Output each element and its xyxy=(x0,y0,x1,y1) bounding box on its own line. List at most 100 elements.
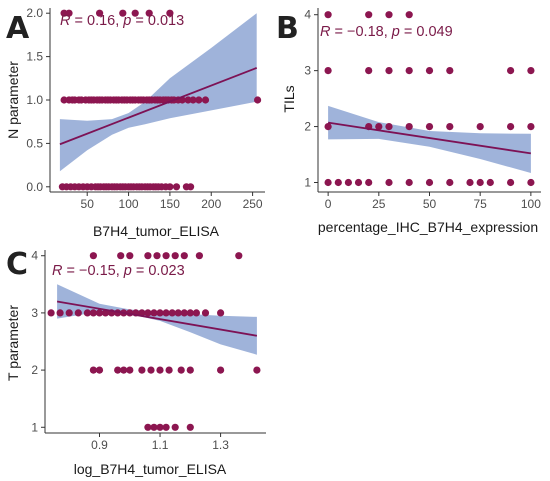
panel-b-data-point xyxy=(324,123,332,131)
panel-c-x-tick-label: 0.9 xyxy=(91,438,108,452)
panel-a-x-tick-label: 150 xyxy=(160,197,180,211)
panel-c-data-point xyxy=(138,309,146,317)
panel-b-data-point xyxy=(527,123,535,131)
panel-b-data-point xyxy=(365,178,373,187)
panel-b-x-axis-title: percentage_IHC_B7H4_expression xyxy=(318,219,538,235)
panel-letter-a: A xyxy=(6,11,30,46)
panel-b-data-point xyxy=(486,178,494,187)
panel-c-data-point xyxy=(74,309,82,317)
panel-c-data-point xyxy=(156,366,164,374)
panel-a-y-tick-label: 0.5 xyxy=(26,136,43,150)
panel-b-data-point xyxy=(405,178,413,187)
panel-a-y-tick-label: 2.0 xyxy=(26,6,43,20)
panel-b-x-tick-label: 75 xyxy=(474,197,488,211)
panel-a: A 50 100 150 200 250 0.0 0.5 1.0 1.5 2.0 R = 0.16… xyxy=(5,6,265,239)
panel-a-x-tick-label: 50 xyxy=(81,197,95,211)
panel-b-data-point xyxy=(425,67,434,75)
panel-b-data-point xyxy=(527,67,535,75)
panel-c-data-point xyxy=(126,366,134,374)
panel-c-data-point xyxy=(89,366,97,374)
panel-c-data-point xyxy=(144,423,152,431)
panel-c-y-tick-label: 2 xyxy=(31,363,38,377)
panel-c-x-tick-label: 1.3 xyxy=(212,438,229,452)
panel-a-data-point xyxy=(119,9,127,17)
panel-c-data-point xyxy=(180,309,188,317)
panel-a-data-point xyxy=(254,96,262,104)
panel-c-y-tick-label: 4 xyxy=(31,249,38,263)
panel-c-data-point xyxy=(65,309,73,317)
panel-a-correlation-stat: R = 0.16, p = 0.013 xyxy=(60,13,184,29)
panel-b-data-point xyxy=(405,11,413,19)
panel-b-x-tick-label: 50 xyxy=(423,197,437,211)
panel-b-data-point xyxy=(324,178,332,187)
panel-c-data-point xyxy=(120,366,128,374)
panel-b-data-point xyxy=(365,67,373,75)
panel-a-data-point xyxy=(131,9,139,17)
panel-c-data-point xyxy=(217,309,225,317)
panel-b-data-point xyxy=(476,123,484,131)
panel-a-plot: 50 100 150 200 250 0.0 0.5 1.0 1.5 2.0 xyxy=(26,6,265,211)
panel-c-x-axis-title: log_B7H4_tumor_ELISA xyxy=(74,461,227,477)
panel-b-data-point xyxy=(446,67,454,75)
panel-c-data-point xyxy=(168,309,176,317)
panel-a-regression-line xyxy=(59,67,258,146)
panel-a-x-tick-label: 250 xyxy=(243,197,263,211)
panel-c-y-tick-label: 3 xyxy=(31,306,38,320)
panel-b-x-tick-label: 0 xyxy=(325,197,332,211)
panel-b-data-point xyxy=(507,67,515,75)
panel-a-data-point xyxy=(145,9,153,17)
panel-b-data-point xyxy=(446,178,454,187)
panel-c-data-point xyxy=(192,309,200,317)
panel-b-data-point xyxy=(446,123,454,131)
panel-a-data-point xyxy=(184,96,192,104)
panel-b-data-point xyxy=(527,178,535,187)
panel-c-data-point xyxy=(95,309,104,317)
panel-b-data-point xyxy=(324,11,332,19)
panel-b-data-point xyxy=(334,178,342,187)
panel-b-data-point xyxy=(405,123,413,131)
panel-c-data-point xyxy=(89,252,97,260)
panel-a-confidence-band xyxy=(59,13,257,172)
panel-b-data-point xyxy=(344,178,352,187)
panel-c-data-point xyxy=(177,366,185,374)
panel-a-data-point xyxy=(201,96,210,104)
panel-b-data-point xyxy=(405,67,413,75)
panel-c-data-point xyxy=(56,309,64,317)
panel-b-data-point xyxy=(385,178,393,187)
panel-a-data-point xyxy=(187,183,195,191)
panel-b-data-point xyxy=(375,123,383,131)
panel-b-confidence-band xyxy=(328,105,531,173)
panel-c: C 0.9 1.1 1.3 1 2 3 4 R = −0.15, p = 0.023 log… xyxy=(5,247,266,477)
panel-c-data-point xyxy=(171,423,179,431)
panel-c-plot: 0.9 1.1 1.3 1 2 3 4 xyxy=(31,249,266,452)
panel-c-data-point xyxy=(180,252,188,260)
panel-a-y-axis-title: N parameter xyxy=(5,61,21,139)
panel-c-data-point xyxy=(171,252,179,260)
panel-b: B 0 25 50 75 100 1 2 3 4 R = −0.18, p = 0.049 pe… xyxy=(276,8,541,235)
panel-b-data-point xyxy=(476,178,484,187)
panel-c-y-tick-label: 1 xyxy=(31,420,38,434)
panel-c-data-point xyxy=(195,252,203,260)
panel-c-data-point xyxy=(186,366,194,374)
panel-c-data-point xyxy=(89,309,97,317)
panel-c-data-point xyxy=(117,252,125,260)
panel-c-data-point xyxy=(153,252,161,260)
panel-b-data-point xyxy=(385,123,393,131)
panel-b-data-point xyxy=(385,67,393,75)
panel-a-data-point xyxy=(166,183,174,191)
panel-c-data-point xyxy=(138,366,146,374)
panel-c-data-point xyxy=(47,309,55,317)
panel-a-data-point xyxy=(189,96,197,104)
panel-a-data-point xyxy=(172,183,181,191)
panel-b-x-tick-label: 100 xyxy=(521,197,541,211)
panel-b-correlation-stat: R = −0.18, p = 0.049 xyxy=(320,24,453,40)
panel-c-data-point xyxy=(162,252,170,260)
panel-a-data-point xyxy=(195,96,203,104)
panel-b-data-point xyxy=(354,178,363,187)
panel-b-y-tick-label: 1 xyxy=(304,175,311,189)
panel-letter-b: B xyxy=(276,11,299,46)
panel-c-data-point xyxy=(114,366,122,374)
panel-c-data-point xyxy=(156,423,164,431)
panel-b-data-point xyxy=(385,11,393,19)
